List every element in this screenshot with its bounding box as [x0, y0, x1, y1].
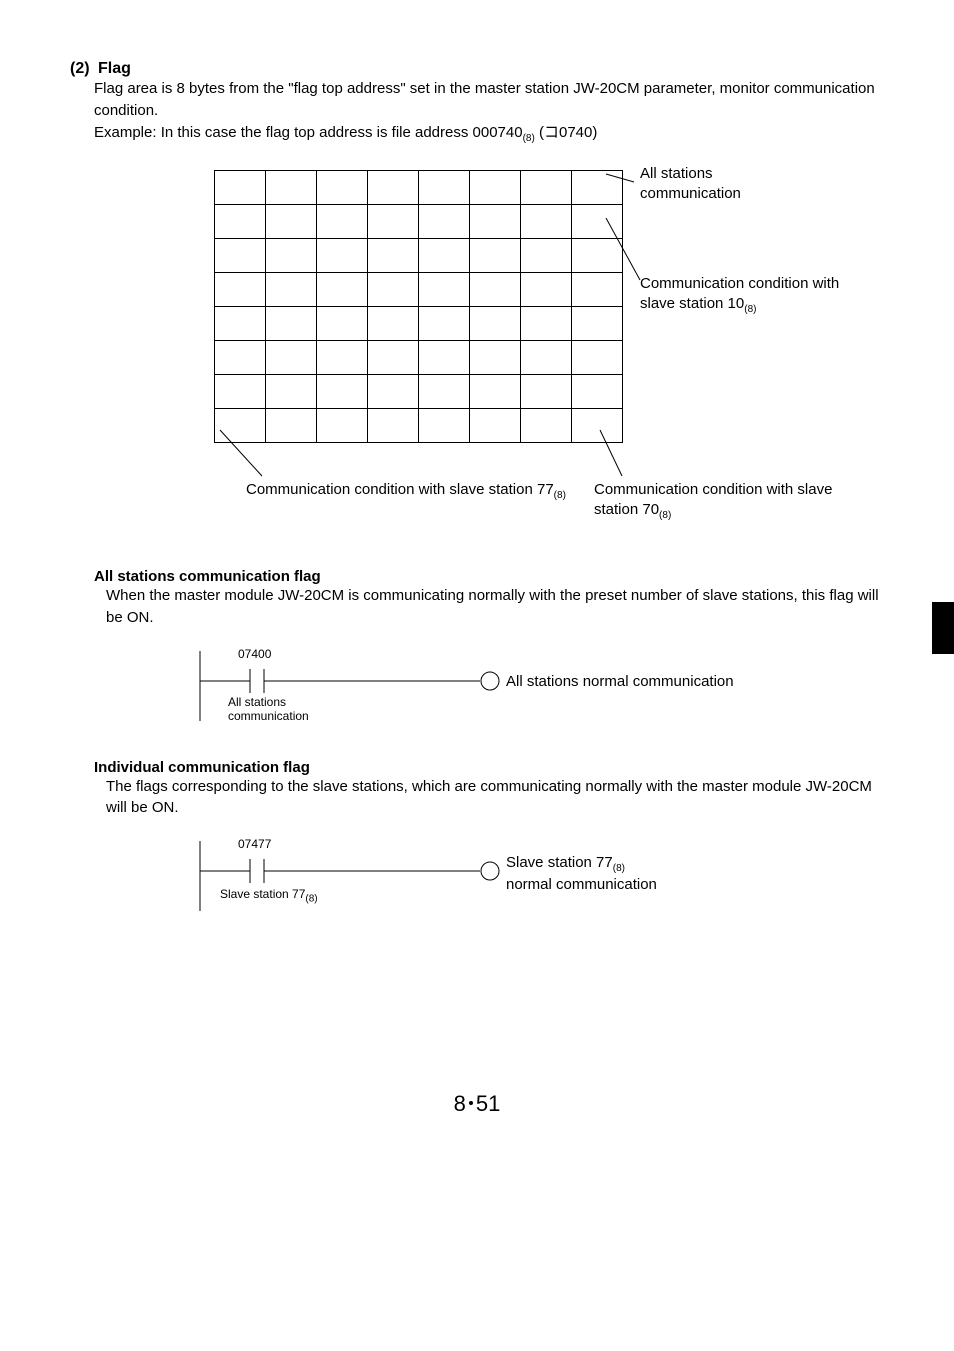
ladder2-output: Slave station 77(8) normal communication: [506, 853, 657, 895]
grid-cell: [317, 171, 368, 205]
ladder1-output: All stations normal communication: [506, 672, 734, 692]
grid-cell: [572, 171, 623, 205]
section-body-1: Flag area is 8 bytes from the "flag top …: [94, 78, 884, 122]
allflag-ladder: 07400 All stations communication All sta…: [190, 641, 884, 731]
grid-cell: [266, 205, 317, 239]
grid-cell: [317, 341, 368, 375]
grid-cell: [470, 205, 521, 239]
grid-cell: [215, 341, 266, 375]
ladder2-addr: 07477: [238, 837, 271, 851]
section-number: (2): [70, 60, 90, 77]
grid-cell: [317, 375, 368, 409]
grid-cell: [368, 307, 419, 341]
grid-cell: [419, 307, 470, 341]
grid-cell: [368, 341, 419, 375]
grid-cell: [368, 273, 419, 307]
grid-cell: [470, 273, 521, 307]
grid-cell: [266, 273, 317, 307]
grid-cell: [572, 273, 623, 307]
grid-cell: [470, 375, 521, 409]
grid-cell: [215, 307, 266, 341]
grid-cell: [368, 375, 419, 409]
allflag-body: When the master module JW-20CM is commun…: [106, 585, 884, 629]
grid-cell: [215, 205, 266, 239]
ladder1-caption: All stations communication: [228, 695, 309, 724]
grid-cell: [470, 409, 521, 443]
grid-cell: [419, 341, 470, 375]
grid-cell: [215, 375, 266, 409]
grid-cell: [419, 409, 470, 443]
flag-grid-diagram: All stations communication Communication…: [70, 170, 870, 540]
grid-cell: [317, 205, 368, 239]
label-slave-77: Communication condition with slave stati…: [246, 480, 566, 502]
bit-grid: [214, 170, 623, 443]
grid-cell: [266, 375, 317, 409]
page-dot: [469, 1101, 473, 1105]
section-title: Flag: [98, 60, 131, 77]
grid-cell: [572, 341, 623, 375]
grid-cell: [317, 239, 368, 273]
grid-cell: [419, 273, 470, 307]
grid-cell: [521, 341, 572, 375]
grid-cell: [317, 307, 368, 341]
label-slave-70: Communication condition with slave stati…: [594, 480, 870, 522]
grid-cell: [470, 307, 521, 341]
grid-cell: [368, 171, 419, 205]
grid-cell: [419, 171, 470, 205]
label-all-stations: All stations communication: [640, 164, 741, 203]
grid-cell: [572, 205, 623, 239]
grid-cell: [419, 375, 470, 409]
grid-cell: [572, 307, 623, 341]
grid-cell: [521, 409, 572, 443]
grid-cell: [215, 171, 266, 205]
grid-cell: [470, 341, 521, 375]
grid-cell: [317, 409, 368, 443]
grid-cell: [521, 307, 572, 341]
grid-cell: [572, 409, 623, 443]
grid-cell: [368, 205, 419, 239]
grid-cell: [572, 375, 623, 409]
grid-cell: [215, 273, 266, 307]
allflag-header: All stations communication flag: [94, 568, 884, 585]
grid-cell: [266, 307, 317, 341]
ladder2-caption: Slave station 77(8): [220, 887, 318, 905]
indflag-body: The flags corresponding to the slave sta…: [106, 776, 884, 820]
grid-cell: [419, 239, 470, 273]
page-number: 851: [70, 1091, 884, 1117]
ladder1-addr: 07400: [238, 647, 271, 661]
indflag-header: Individual communication flag: [94, 759, 884, 776]
grid-cell: [266, 171, 317, 205]
side-tab-marker: [932, 602, 954, 654]
grid-cell: [368, 409, 419, 443]
indflag-ladder: 07477 Slave station 77(8) Slave station …: [190, 831, 884, 921]
label-slave-10: Communication condition with slave stati…: [640, 274, 870, 316]
grid-cell: [572, 239, 623, 273]
ladder-svg-2: [190, 831, 750, 921]
grid-cell: [419, 205, 470, 239]
grid-cell: [317, 273, 368, 307]
grid-cell: [521, 375, 572, 409]
grid-cell: [521, 239, 572, 273]
grid-cell: [266, 409, 317, 443]
grid-cell: [266, 239, 317, 273]
grid-cell: [368, 239, 419, 273]
section-body-2: Example: In this case the flag top addre…: [94, 122, 884, 147]
section-heading: (2) Flag: [70, 60, 884, 78]
grid-cell: [266, 341, 317, 375]
grid-cell: [470, 171, 521, 205]
grid-cell: [470, 239, 521, 273]
grid-cell: [215, 409, 266, 443]
grid-cell: [521, 205, 572, 239]
grid-cell: [521, 273, 572, 307]
grid-cell: [215, 239, 266, 273]
grid-cell: [521, 171, 572, 205]
